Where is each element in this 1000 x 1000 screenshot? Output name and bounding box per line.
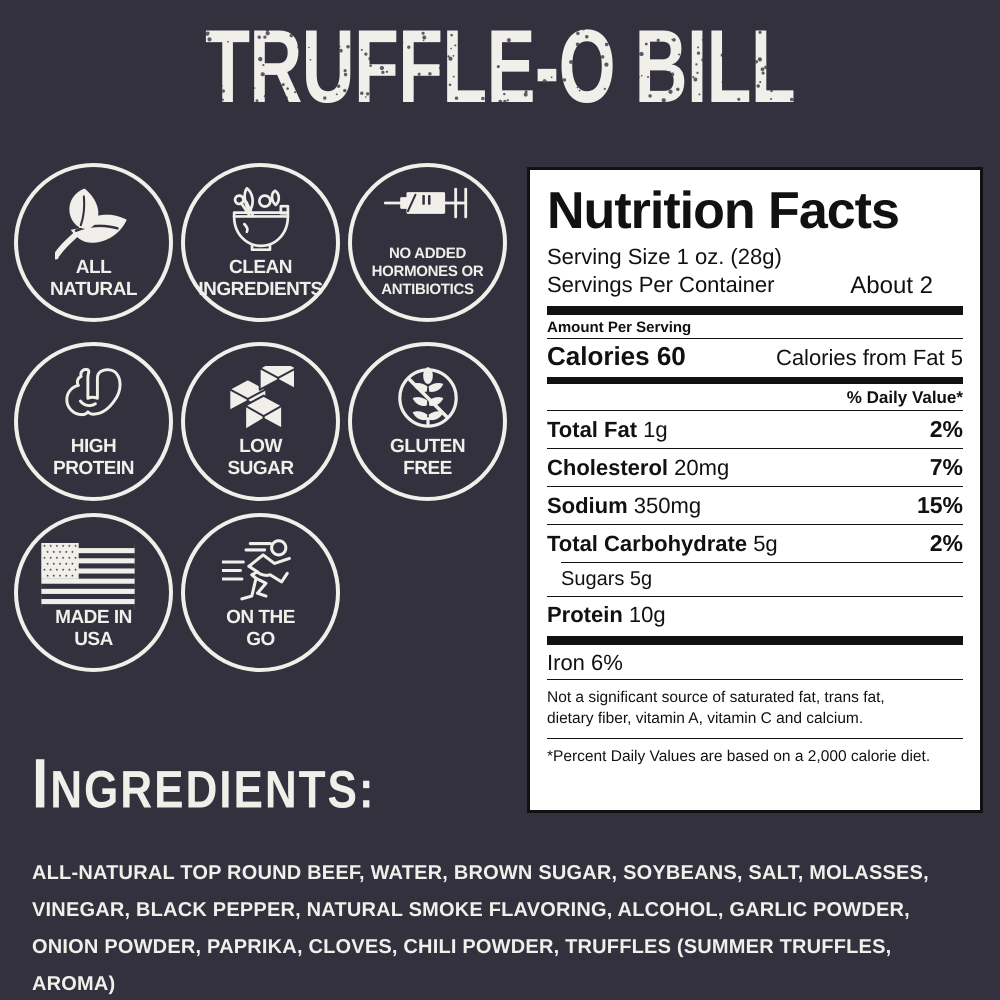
svg-text:TRUFFLE-O BILL: TRUFFLE-O BILL: [205, 9, 795, 124]
